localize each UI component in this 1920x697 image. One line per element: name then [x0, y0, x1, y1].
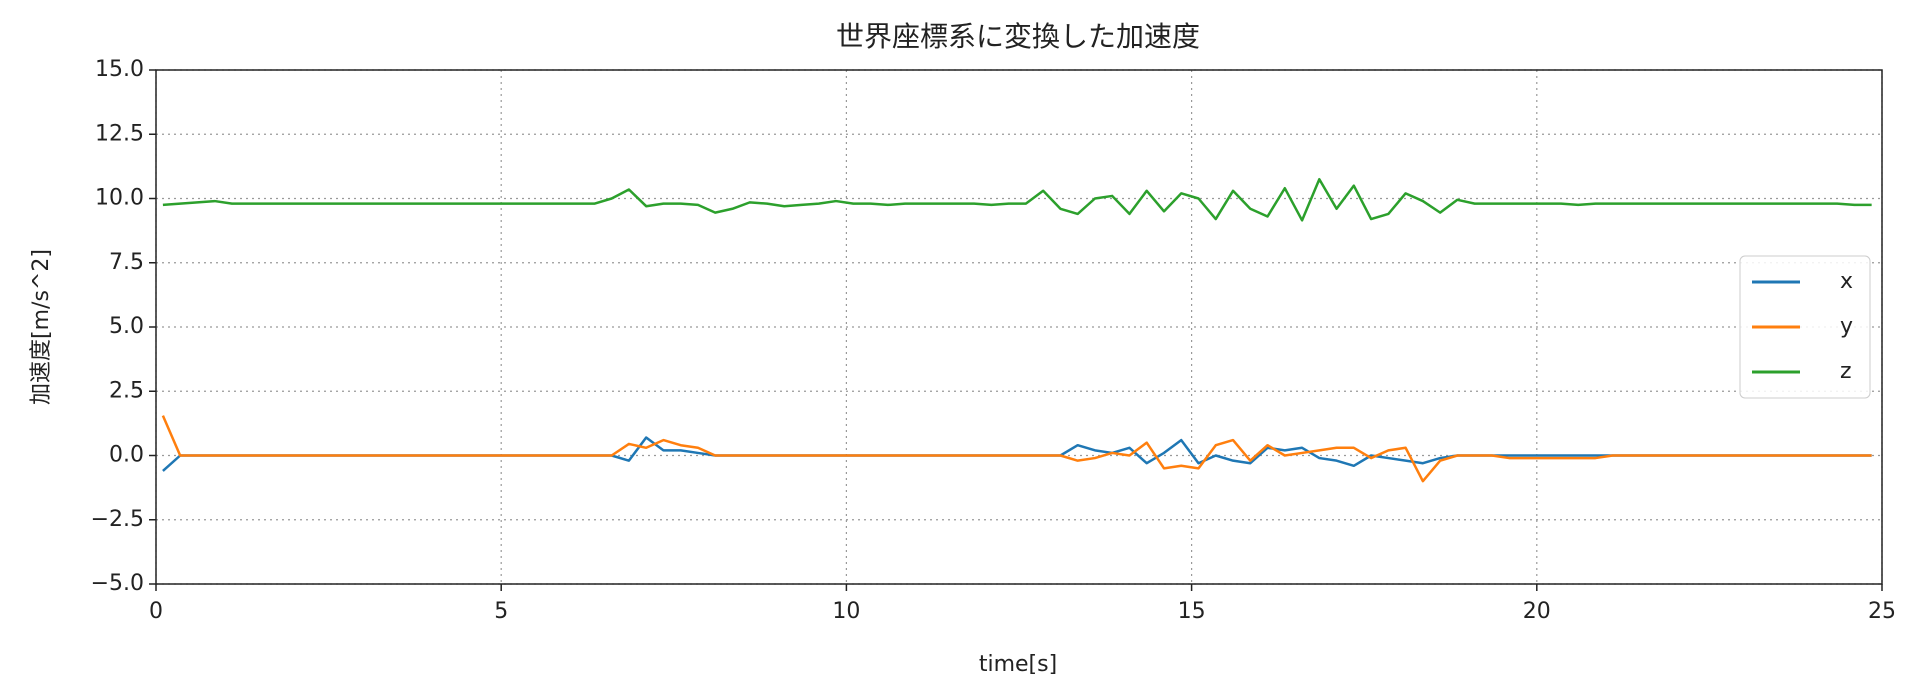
y-tick-label: 10.0 — [95, 186, 144, 211]
x-tick-label: 0 — [149, 599, 163, 624]
x-tick-label: 15 — [1178, 599, 1206, 624]
chart-title: 世界座標系に変換した加速度 — [836, 20, 1200, 53]
series-line — [162, 436, 1872, 472]
series-line — [162, 177, 1872, 222]
y-tick-label: −5.0 — [91, 571, 144, 596]
x-axis-label: time[s] — [979, 652, 1057, 677]
y-tick-label: 7.5 — [109, 250, 144, 275]
x-tick-label: 10 — [832, 599, 860, 624]
y-tick-label: 15.0 — [95, 57, 144, 82]
x-tick-label: 25 — [1868, 599, 1896, 624]
legend-label: z — [1840, 359, 1852, 384]
y-tick-label: 0.0 — [109, 443, 144, 468]
legend-label: y — [1840, 314, 1853, 339]
x-tick-label: 20 — [1523, 599, 1551, 624]
y-tick-label: −2.5 — [91, 507, 144, 532]
series-line — [161, 415, 1872, 483]
y-tick-label: 5.0 — [109, 314, 144, 339]
x-tick-label: 5 — [494, 599, 508, 624]
y-tick-label: 12.5 — [95, 121, 144, 146]
legend-box — [1739, 255, 1871, 399]
plot-frame — [155, 69, 1883, 585]
legend-label: x — [1840, 269, 1853, 294]
y-axis-label: 加速度[m/s^2] — [29, 249, 54, 405]
y-tick-label: 2.5 — [109, 378, 144, 403]
